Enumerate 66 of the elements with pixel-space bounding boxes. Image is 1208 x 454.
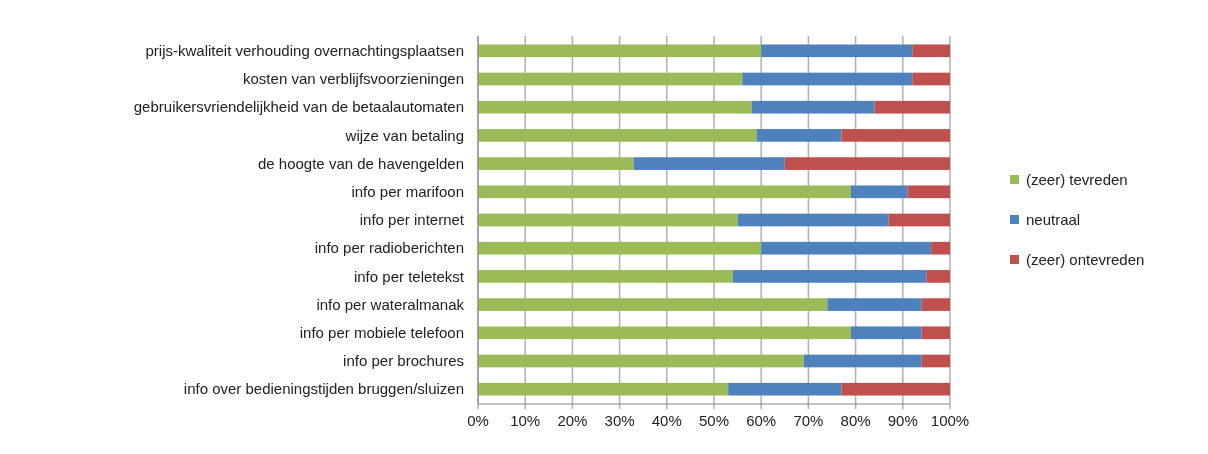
bar [921,298,950,311]
x-tick-label: 40% [651,412,682,429]
y-tick-label: gebruikersvriendelijkheid van de betaalautomaten [133,98,464,116]
bar [850,326,922,340]
bar [907,185,950,199]
bar [931,241,950,255]
x-tick-label: 0% [467,412,489,429]
y-tick-label: prijs-kwaliteit verhouding overnachtingsplaatsen [145,42,464,60]
x-tick-label: 90% [887,412,918,429]
bar [784,157,950,170]
bar [841,129,950,142]
y-tick-label: info per wateralmanak [316,295,465,313]
legend-label: (zeer) ontevreden [1026,251,1145,269]
x-tick-label: 20% [557,412,588,429]
bar [926,270,950,283]
bar [633,157,785,170]
bar [912,44,950,58]
bar [478,129,757,142]
y-tick-label: wijze van betaling [344,126,464,144]
y-tick-label: info per brochures [343,352,464,370]
bar [478,241,762,255]
y-tick-label: kosten van verblijfsvoorzieningen [243,70,464,88]
bar [732,270,927,283]
bar [850,185,908,199]
x-tick-label: 80% [840,412,871,429]
bar [756,129,842,142]
bar [912,72,950,86]
bar [742,72,913,86]
legend-label: (zeer) tevreden [1026,171,1128,189]
bar [921,354,950,368]
y-tick-label: info per radioberichten [314,239,464,257]
x-tick-label: 30% [604,412,635,429]
bar [728,382,842,396]
bar [803,354,922,368]
y-tick-label: info per internet [359,211,465,229]
bar [921,326,950,340]
y-tick-label: info per marifoon [351,183,464,201]
bar [478,354,804,368]
bar [478,100,752,114]
x-tick-label: 50% [698,412,730,429]
bar [478,326,851,340]
x-tick-label: 60% [746,412,777,429]
bar [841,382,950,396]
bar [478,72,743,86]
y-tick-label: info per mobiele telefoon [299,324,464,342]
x-tick-label: 10% [510,412,541,429]
legend-label: neutraal [1026,211,1081,229]
y-tick-label: info over bedieningstijden bruggen/sluizen [183,380,464,398]
x-tick-label: 100% [930,412,970,429]
bar [478,382,729,396]
bar [478,270,733,283]
bar [761,241,932,255]
bar [478,213,738,227]
bar [478,44,762,58]
y-tick-label: info per teletekst [353,267,465,285]
bar [751,100,875,114]
bar [761,44,913,58]
y-tick-label: de hoogte van de havengelden [257,154,464,172]
bar [827,298,922,311]
bar [888,213,950,227]
bar [478,185,851,199]
bar [478,298,828,311]
bar [478,157,634,170]
x-tick-label: 70% [793,412,824,429]
bar [874,100,950,114]
bar [737,213,889,227]
